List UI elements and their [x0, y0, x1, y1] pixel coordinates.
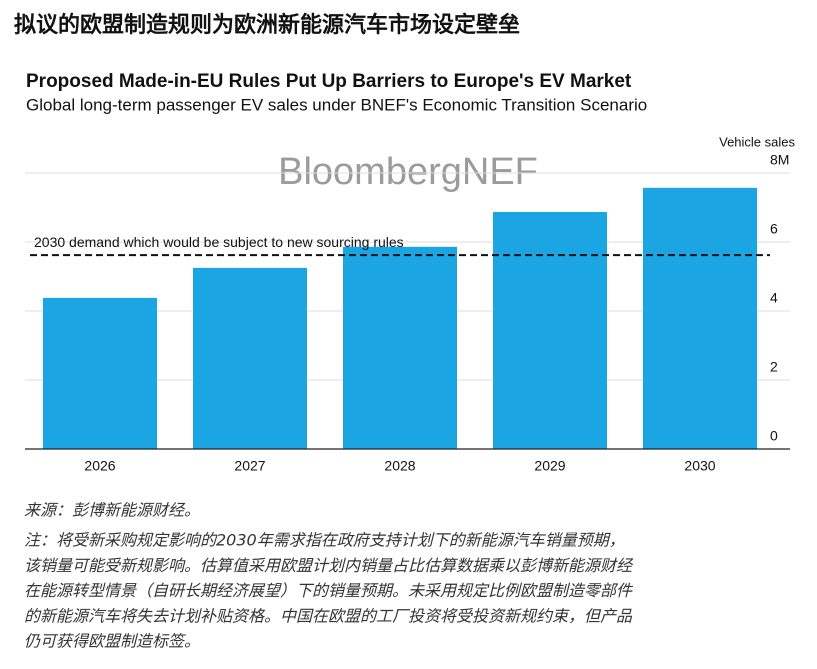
y-tick-label: 2 — [770, 359, 778, 375]
x-tick-label: 2027 — [234, 458, 265, 474]
x-tick-label: 2026 — [84, 458, 115, 474]
x-tick-label: 2029 — [534, 458, 565, 474]
y-tick-label: 4 — [770, 290, 778, 306]
y-axis-label: Vehicle sales — [719, 134, 795, 149]
bar — [43, 297, 157, 449]
source-note: 来源：彭博新能源财经。 — [24, 501, 200, 520]
chart-title: Proposed Made-in-EU Rules Put Up Barrier… — [26, 71, 632, 92]
bar — [343, 246, 457, 449]
note-line: 的新能源汽车将失去计划补贴资格。中国在欧盟的工厂投资将受投资新规约束，但产品 — [24, 606, 633, 625]
watermark: BloombergNEF — [278, 151, 538, 193]
chart-subtitle: Global long-term passenger EV sales unde… — [26, 95, 647, 114]
y-tick-label: 6 — [770, 221, 778, 237]
note-line: 注：将受新采购规定影响的2030年需求指在政府支持计划下的新能源汽车销量预期， — [24, 531, 625, 550]
x-tick-label: 2028 — [384, 458, 415, 474]
x-tick-label: 2030 — [684, 458, 715, 474]
bar — [643, 187, 757, 449]
y-tick-label: 8M — [770, 152, 789, 168]
headline: 拟议的欧盟制造规则为欧洲新能源汽车市场设定壁垒 — [14, 12, 520, 38]
reference-label: 2030 demand which would be subject to ne… — [34, 234, 404, 250]
note-line: 仍可获得欧盟制造标签。 — [24, 632, 200, 651]
note-line: 该销量可能受新规影响。估算值采用欧盟计划内销量占比估算数据乘以彭博新能源财经 — [24, 556, 634, 575]
bar — [193, 267, 307, 449]
y-tick-label: 0 — [770, 428, 778, 444]
note-line: 在能源转型情景（自研长期经济展望）下的销量预期。未采用规定比例欧盟制造零部件 — [24, 581, 634, 600]
bar — [493, 211, 607, 449]
